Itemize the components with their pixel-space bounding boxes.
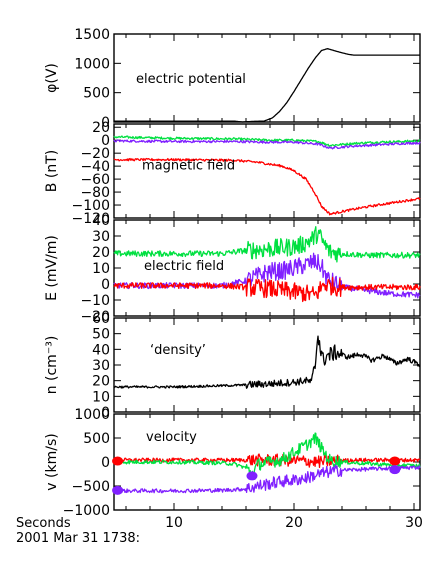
data-marker [389, 456, 401, 466]
y-tick-label: 0 [101, 133, 110, 149]
y-tick-label: 0 [101, 455, 110, 471]
data-marker [246, 471, 258, 481]
y-tick-label: 500 [83, 86, 110, 102]
data-marker [389, 465, 401, 475]
y-axis-label: E (mV/m) [44, 235, 60, 301]
y-tick-label: 10 [92, 261, 110, 277]
series-line-3 [113, 276, 421, 303]
x-axis: Seconds 2001 Mar 31 1738: 10 20 30 [16, 515, 423, 546]
y-tick-label: 30 [92, 358, 110, 374]
data-marker [112, 456, 124, 466]
y-tick-label: −40 [80, 159, 110, 175]
x-tick-label: 10 [165, 515, 183, 531]
y-tick-label: 0 [101, 115, 110, 131]
y-tick-label: −80 [80, 185, 110, 201]
y-tick-label: 40 [92, 213, 110, 229]
panel-annotation: velocity [146, 430, 197, 445]
series-line-1 [113, 335, 421, 389]
date-label: 2001 Mar 31 1738: [16, 531, 140, 546]
y-tick-label: −10 [80, 293, 110, 309]
y-tick-label: −60 [80, 172, 110, 188]
y-tick-label: 1000 [74, 56, 110, 72]
panel-frame [113, 33, 421, 123]
panel-2: 200−20−40−60−80−100−120 B (nT) magnetic fi… [44, 120, 421, 227]
panel-annotation: magnetic field [142, 158, 235, 173]
y-tick-label: −120 [72, 211, 110, 227]
y-axis-label: n (cm⁻³) [44, 336, 60, 395]
series-line-2 [113, 432, 421, 478]
panel-annotation: electric field [144, 259, 224, 274]
y-tick-label: 40 [92, 342, 110, 358]
y-axis-label: φ(V) [44, 63, 60, 93]
series-line-1 [113, 226, 421, 263]
panel-frame [113, 123, 421, 219]
y-tick-label: 500 [83, 431, 110, 447]
y-tick-label: 30 [92, 229, 110, 245]
x-axis-label: Seconds [16, 516, 71, 531]
y-tick-label: 10 [92, 389, 110, 405]
y-tick-label: 1500 [74, 27, 110, 43]
y-tick-label: 1000 [74, 407, 110, 423]
panel-frame [113, 317, 421, 413]
panel-1: 0 500 1000 1500 φ(V) electric potential [44, 27, 421, 131]
y-tick-label: 20 [92, 374, 110, 390]
x-tick-label: 20 [285, 515, 303, 531]
series-line-1 [114, 48, 420, 123]
y-tick-label: −20 [80, 309, 110, 325]
series-line-2 [113, 139, 421, 150]
y-tick-label: 20 [92, 245, 110, 261]
y-tick-label: 0 [101, 405, 110, 421]
y-tick-label: −20 [80, 146, 110, 162]
y-axis-label: B (nT) [44, 150, 60, 192]
y-tick-label: 20 [92, 120, 110, 136]
y-tick-label: −100 [72, 198, 110, 214]
y-tick-label: 60 [92, 311, 110, 327]
y-tick-label: 50 [92, 327, 110, 343]
y-tick-label: −500 [72, 479, 110, 495]
y-tick-label: −1000 [63, 503, 110, 519]
series-line-1 [113, 135, 421, 147]
y-axis-label: v (km/s) [44, 433, 60, 490]
series-line-3 [113, 464, 421, 494]
data-marker [112, 485, 124, 495]
panel-annotation: electric potential [136, 72, 246, 87]
panel-annotation: ‘density’ [150, 343, 206, 358]
y-tick-label: 0 [101, 277, 110, 293]
x-tick-label: 30 [405, 515, 423, 531]
series-line-3 [113, 157, 421, 216]
